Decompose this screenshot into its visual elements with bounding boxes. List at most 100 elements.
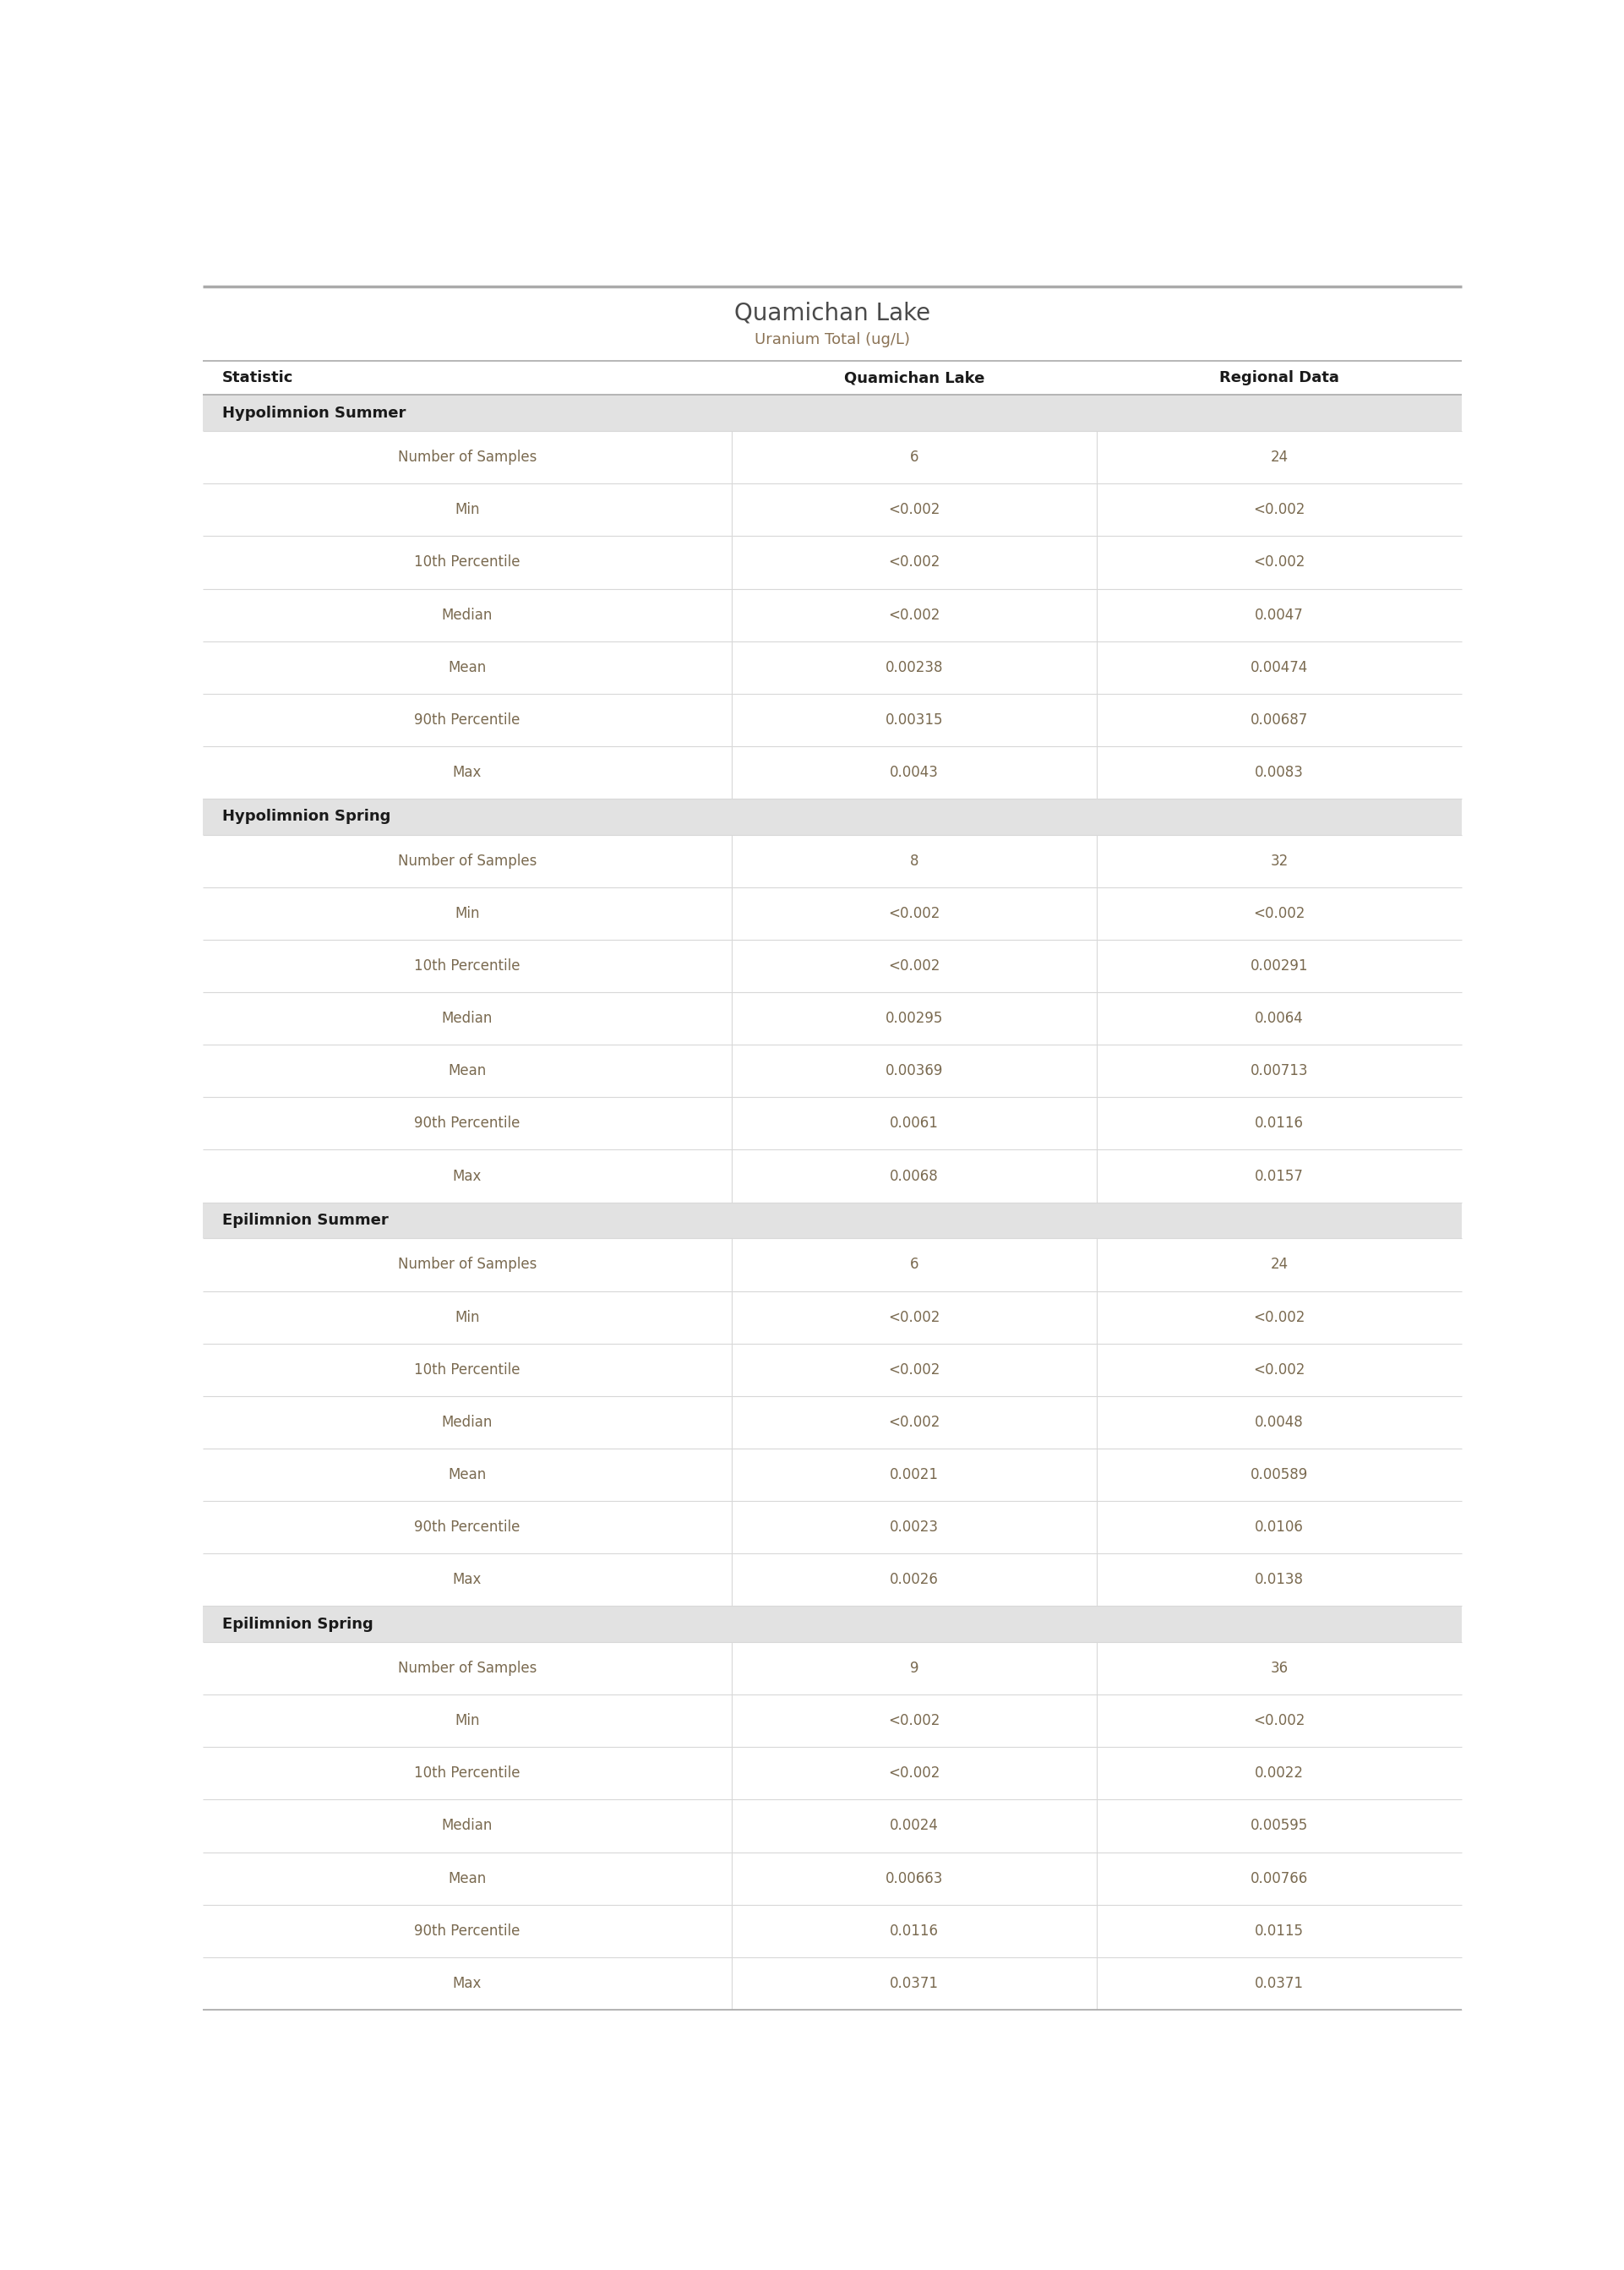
Text: <0.002: <0.002	[1254, 1362, 1306, 1378]
Text: 10th Percentile: 10th Percentile	[414, 1766, 520, 1782]
Text: 0.0024: 0.0024	[890, 1818, 939, 1834]
Text: 24: 24	[1270, 449, 1288, 465]
Bar	[203, 640, 1462, 695]
Bar	[203, 395, 1462, 431]
Text: 0.0047: 0.0047	[1255, 608, 1304, 622]
Bar	[203, 286, 1462, 361]
Bar	[203, 1044, 1462, 1096]
Text: 0.0048: 0.0048	[1255, 1414, 1304, 1430]
Text: 0.0115: 0.0115	[1255, 1923, 1304, 1939]
Text: <0.002: <0.002	[888, 1362, 940, 1378]
Bar	[203, 1957, 1462, 2009]
Text: Median: Median	[442, 1010, 492, 1026]
Text: <0.002: <0.002	[888, 958, 940, 974]
Text: Mean: Mean	[448, 1466, 487, 1482]
Bar	[203, 747, 1462, 799]
Text: 36: 36	[1270, 1662, 1288, 1675]
Text: 90th Percentile: 90th Percentile	[414, 1923, 520, 1939]
Text: Number of Samples: Number of Samples	[398, 854, 538, 869]
Text: 10th Percentile: 10th Percentile	[414, 958, 520, 974]
Text: 0.00713: 0.00713	[1250, 1062, 1307, 1078]
Text: <0.002: <0.002	[888, 608, 940, 622]
Text: 0.0106: 0.0106	[1255, 1519, 1304, 1535]
Text: Hypolimnion Spring: Hypolimnion Spring	[222, 808, 390, 824]
Text: Epilimnion Summer: Epilimnion Summer	[222, 1212, 388, 1228]
Text: 0.00595: 0.00595	[1250, 1818, 1307, 1834]
Text: Number of Samples: Number of Samples	[398, 1258, 538, 1271]
Text: 24: 24	[1270, 1258, 1288, 1271]
Bar	[203, 588, 1462, 640]
Text: 0.00291: 0.00291	[1250, 958, 1307, 974]
Bar	[203, 1852, 1462, 1905]
Text: <0.002: <0.002	[888, 502, 940, 518]
Text: <0.002: <0.002	[1254, 1310, 1306, 1326]
Text: 0.0061: 0.0061	[890, 1117, 939, 1130]
Text: <0.002: <0.002	[888, 1414, 940, 1430]
Bar	[203, 484, 1462, 536]
Bar	[203, 940, 1462, 992]
Text: 6: 6	[909, 1258, 919, 1271]
Bar	[203, 1151, 1462, 1203]
Text: 0.0083: 0.0083	[1255, 765, 1304, 781]
Bar	[203, 1553, 1462, 1605]
Text: <0.002: <0.002	[888, 906, 940, 922]
Text: 0.00315: 0.00315	[885, 713, 944, 726]
Text: Max: Max	[453, 1169, 482, 1183]
Text: <0.002: <0.002	[1254, 906, 1306, 922]
Text: 0.0021: 0.0021	[890, 1466, 939, 1482]
Text: <0.002: <0.002	[888, 1714, 940, 1727]
Bar	[203, 1096, 1462, 1151]
Text: Mean: Mean	[448, 1062, 487, 1078]
Text: <0.002: <0.002	[888, 554, 940, 570]
Text: <0.002: <0.002	[888, 1766, 940, 1782]
Text: Median: Median	[442, 1414, 492, 1430]
Bar	[203, 695, 1462, 747]
Text: 8: 8	[909, 854, 919, 869]
Text: 90th Percentile: 90th Percentile	[414, 713, 520, 726]
Text: 0.00474: 0.00474	[1250, 661, 1307, 674]
Bar	[203, 1696, 1462, 1748]
Text: 0.0371: 0.0371	[1255, 1975, 1304, 1991]
Text: Min: Min	[455, 1714, 479, 1727]
Text: Median: Median	[442, 1818, 492, 1834]
Text: 0.00238: 0.00238	[885, 661, 944, 674]
Text: 0.00295: 0.00295	[885, 1010, 944, 1026]
Text: Statistic: Statistic	[222, 370, 294, 386]
Bar	[203, 1605, 1462, 1641]
Text: 0.0023: 0.0023	[890, 1519, 939, 1535]
Bar	[203, 361, 1462, 395]
Text: 90th Percentile: 90th Percentile	[414, 1117, 520, 1130]
Bar	[203, 1905, 1462, 1957]
Text: Mean: Mean	[448, 1870, 487, 1886]
Text: 9: 9	[909, 1662, 919, 1675]
Text: Hypolimnion Summer: Hypolimnion Summer	[222, 406, 406, 420]
Bar	[203, 1641, 1462, 1696]
Bar	[203, 1239, 1462, 1292]
Text: Number of Samples: Number of Samples	[398, 1662, 538, 1675]
Text: 6: 6	[909, 449, 919, 465]
Text: Min: Min	[455, 906, 479, 922]
Bar	[203, 1396, 1462, 1448]
Bar	[203, 888, 1462, 940]
Bar	[203, 1344, 1462, 1396]
Text: 0.0138: 0.0138	[1255, 1573, 1304, 1587]
Bar	[203, 1748, 1462, 1800]
Bar	[203, 1292, 1462, 1344]
Bar	[203, 536, 1462, 588]
Bar	[203, 799, 1462, 835]
Text: Min: Min	[455, 1310, 479, 1326]
Text: Max: Max	[453, 1975, 482, 1991]
Bar	[203, 992, 1462, 1044]
Text: 0.0068: 0.0068	[890, 1169, 939, 1183]
Bar	[203, 1203, 1462, 1239]
Text: 10th Percentile: 10th Percentile	[414, 554, 520, 570]
Text: 0.0371: 0.0371	[890, 1975, 939, 1991]
Bar	[203, 1800, 1462, 1852]
Text: 0.00663: 0.00663	[885, 1870, 944, 1886]
Bar	[203, 1500, 1462, 1553]
Bar	[203, 1448, 1462, 1500]
Text: 0.0157: 0.0157	[1255, 1169, 1304, 1183]
Text: Median: Median	[442, 608, 492, 622]
Text: <0.002: <0.002	[1254, 502, 1306, 518]
Text: 0.0116: 0.0116	[890, 1923, 939, 1939]
